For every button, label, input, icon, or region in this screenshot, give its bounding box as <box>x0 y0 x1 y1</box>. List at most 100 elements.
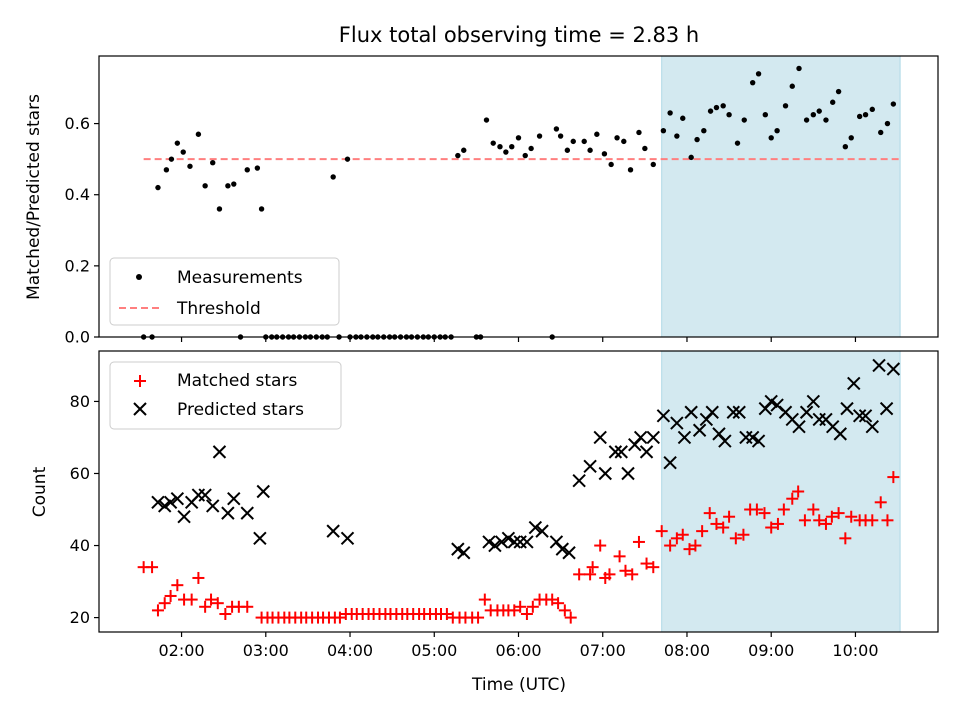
predicted-stars-point <box>865 419 880 434</box>
matched-stars-point <box>603 568 616 581</box>
predicted-stars-point <box>886 362 901 376</box>
predicted-stars-point <box>684 405 698 419</box>
measurement-point <box>862 111 869 118</box>
matched-stars-point <box>514 600 527 613</box>
measurement-point <box>878 129 884 136</box>
measurement-point <box>202 183 208 189</box>
matched-stars-point <box>845 510 858 523</box>
predicted-stars-point <box>692 423 707 437</box>
predicted-stars-point <box>726 405 741 419</box>
matched-stars-point <box>632 535 645 548</box>
matched-stars-point <box>777 503 790 516</box>
matched-stars-point <box>594 539 607 552</box>
predicted-stars-point <box>177 510 191 524</box>
matched-stars-point <box>613 550 626 563</box>
measurement-point <box>816 108 822 114</box>
measurement-point <box>774 127 780 134</box>
predicted-stars-point <box>528 520 543 535</box>
matched-stars-point <box>520 607 533 620</box>
chart-title: Flux total observing time = 2.83 h <box>339 23 699 47</box>
measurement-point <box>155 184 161 191</box>
matched-stars-point <box>619 564 632 577</box>
measurement-point <box>713 104 720 111</box>
bottom-observing-window <box>661 350 901 633</box>
measurement-point <box>842 144 849 150</box>
measurement-point <box>741 117 747 123</box>
matched-stars-point <box>771 517 784 530</box>
predicted-stars-point <box>198 488 212 502</box>
measurement-point <box>701 127 707 134</box>
measurement-point <box>762 111 769 118</box>
matched-stars-point <box>866 514 879 527</box>
matched-stars-point <box>199 600 212 613</box>
matched-stars-point <box>626 568 639 581</box>
predicted-stars-point <box>221 506 235 520</box>
measurement-point <box>509 144 515 150</box>
predicted-stars-point <box>151 495 165 510</box>
matched-stars-point <box>586 561 599 574</box>
matched-stars-point <box>819 517 832 530</box>
top-y-axis: 0.0 0.2 0.4 0.6 <box>65 114 99 347</box>
measurement-point <box>483 117 490 123</box>
bottom-ytick-label: 80 <box>70 392 90 411</box>
measurement-point <box>803 117 810 123</box>
predicted-stars-point <box>718 434 732 448</box>
predicted-stars-point <box>240 506 254 520</box>
measurement-point <box>461 147 467 153</box>
xtick-label: 05:00 <box>411 641 457 660</box>
xtick-label: 07:00 <box>580 641 626 660</box>
matched-stars-point <box>765 521 778 534</box>
top-legend-box <box>109 257 340 326</box>
xtick-label: 04:00 <box>327 641 373 660</box>
bottom-y-axis: 20 40 60 80 <box>70 392 99 627</box>
matched-stars-point <box>640 557 653 570</box>
predicted-stars-point <box>212 445 227 459</box>
measurement-point <box>768 135 774 141</box>
measurement-point <box>231 181 237 187</box>
predicted-stars-point <box>614 445 628 459</box>
matched-stars-point <box>710 517 723 530</box>
legend-threshold-label: Threshold <box>176 299 261 319</box>
predicted-stars-point <box>751 434 766 448</box>
bottom-ytick-label: 60 <box>70 464 90 483</box>
measurement-point <box>225 183 231 189</box>
measurement-point <box>650 161 656 168</box>
measurement-point <box>254 165 261 171</box>
measurement-point <box>782 103 789 109</box>
predicted-stars-point <box>799 405 814 419</box>
xtick-label: 02:00 <box>158 641 204 660</box>
predicted-stars-point <box>555 542 570 556</box>
matched-stars-point <box>696 525 709 538</box>
matched-stars-point <box>887 471 900 484</box>
measurement-point <box>536 133 543 139</box>
predicted-stars-point <box>840 401 854 416</box>
predicted-stars-point <box>163 495 178 510</box>
measurement-point <box>187 163 193 169</box>
matched-stars-point <box>664 539 677 552</box>
measurement-point <box>720 103 726 109</box>
matched-stars-point <box>689 539 702 552</box>
measurement-point <box>587 147 593 153</box>
measurement-point <box>258 206 265 212</box>
measurement-point <box>503 149 509 155</box>
measurement-point <box>835 88 842 95</box>
measurement-point <box>195 131 202 137</box>
predicted-stars-point <box>494 535 509 549</box>
measurement-point <box>244 167 250 173</box>
predicted-stars-point <box>879 401 894 416</box>
predicted-stars-point <box>663 455 677 470</box>
measurement-point <box>608 161 614 168</box>
measurement-point <box>823 117 829 123</box>
legend-matched-label: Matched stars <box>177 371 297 391</box>
measurement-point <box>642 145 648 152</box>
top-plot-area <box>140 65 901 340</box>
top-observing-window <box>661 55 901 338</box>
x-axis-label: Time (UTC) <box>471 675 566 695</box>
predicted-stars-point <box>677 430 692 445</box>
measurement-point <box>553 126 560 132</box>
top-ytick-label: 0.6 <box>65 114 90 133</box>
predicted-stars-point <box>451 542 465 556</box>
matched-stars-point <box>750 503 763 516</box>
measurement-point <box>667 110 673 116</box>
predicted-stars-point <box>256 484 270 499</box>
